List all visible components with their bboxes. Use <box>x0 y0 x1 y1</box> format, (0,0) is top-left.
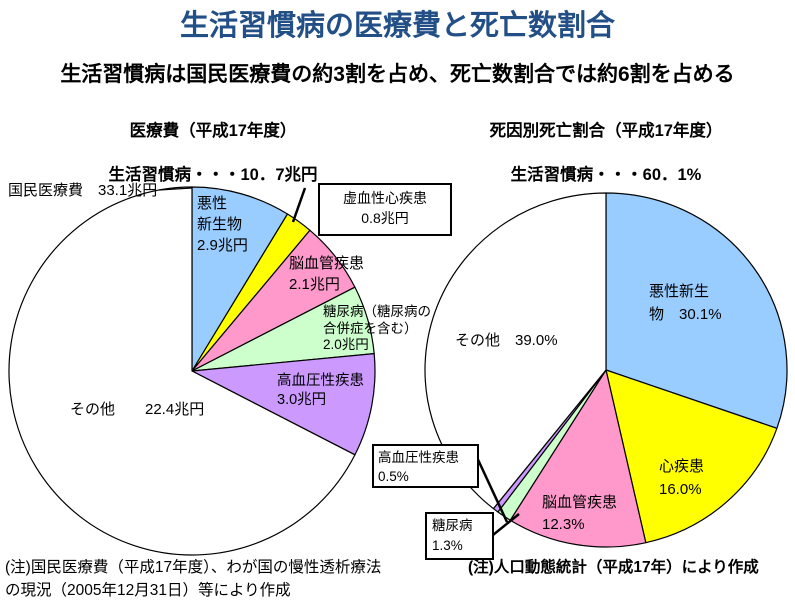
pie-slice-heart-disease <box>605 369 778 544</box>
left-slice-label-cerebrovascular: 脳血管疾患 2.1兆円 <box>289 255 365 293</box>
pie-slice-others <box>8 186 356 556</box>
page-title: 生活習慣病の医療費と死亡数割合 <box>179 10 615 42</box>
hypertension-callout-leader-line <box>472 450 509 523</box>
left-source-note: (注)国民医療費（平成17年度）、わが国の慢性透析療法 の現況（2005年12月… <box>5 559 382 599</box>
medical-cost-pie <box>8 186 376 556</box>
death-rate-pie <box>424 192 788 548</box>
ischemic-callout-leader-line <box>291 187 307 223</box>
pie-slice-hypertensive-disease <box>191 353 376 456</box>
ischemic-heart-disease-callout: 虚血性心疾患 0.8兆円 <box>318 183 452 236</box>
right-slice-label-heart-disease: 心疾患 16.0% <box>659 458 705 498</box>
left-slice-label-hypertensive: 高血圧性疾患 3.0兆円 <box>277 373 364 408</box>
pie-slice-malignant-neoplasm <box>605 192 788 429</box>
pie-slice-malignant-neoplasm <box>191 186 289 372</box>
right-slice-label-malignant-neoplasm: 悪性新生 物 30.1% <box>649 283 722 323</box>
left-chart-title-line1: 医療費（平成17年度） <box>129 122 297 140</box>
page-subtitle: 生活習慣病は国民医療費の約3割を占め、死亡数割合では約6割を占める <box>60 63 735 86</box>
left-total-label: 国民医療費 33.1兆円 <box>8 182 158 199</box>
left-slice-label-diabetes: 糖尿病（糖尿病の 合併症を含む） 2.0兆円 <box>323 304 431 352</box>
hypertensive-disease-callout: 高血圧性疾患 0.5% <box>372 444 479 488</box>
right-chart-title-line1: 死因別死亡割合（平成17年度） <box>489 122 723 140</box>
right-source-note: (注)人口動態統計（平成17年）により作成 <box>468 559 759 576</box>
left-chart-title-line2: 生活習慣病・・・10．7兆円 <box>108 166 318 184</box>
left-slice-label-malignant-neoplasm: 悪性 新生物 2.9兆円 <box>197 195 248 254</box>
right-chart-title-line2: 生活習慣病・・・60．1% <box>510 166 702 184</box>
right-slice-label-cerebrovascular: 脳血管疾患 12.3% <box>542 494 618 533</box>
right-slice-label-others: その他 39.0% <box>455 332 558 349</box>
left-chart-title: 医療費（平成17年度） 生活習慣病・・・10．7兆円 <box>63 120 363 186</box>
total-label-leader-line <box>158 187 193 191</box>
diabetes-callout: 糖尿病 1.3% <box>425 512 494 560</box>
left-slice-label-others: その他 22.4兆円 <box>70 401 205 418</box>
right-chart-title: 死因別死亡割合（平成17年度） 生活習慣病・・・60．1% <box>456 120 756 186</box>
pie-slice-cerebrovascular-disease <box>509 369 647 548</box>
